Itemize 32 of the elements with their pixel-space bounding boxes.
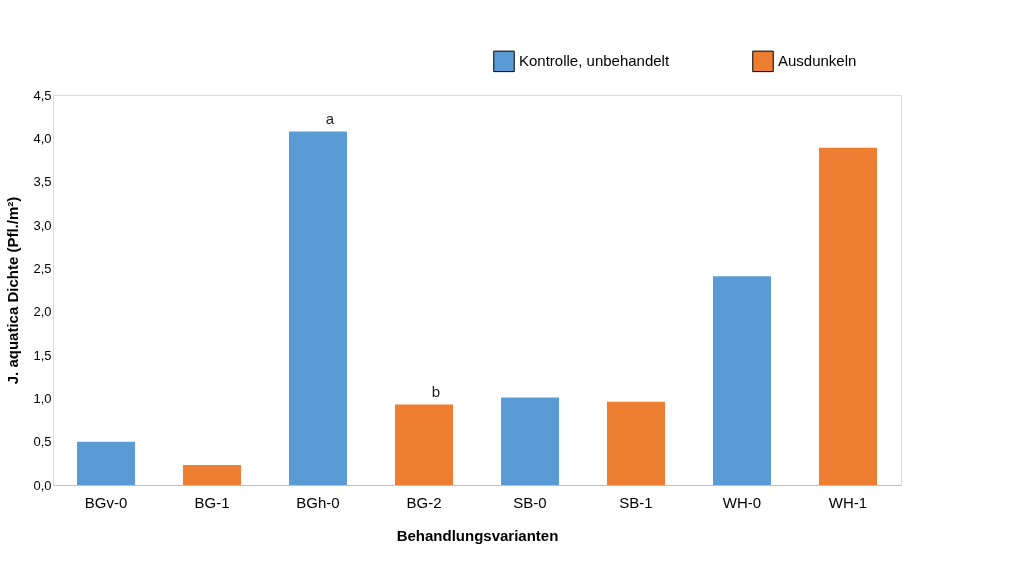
- x-tick-label: SB-1: [619, 493, 653, 511]
- bar: [77, 441, 135, 485]
- legend-label: Kontrolle, unbehandelt: [519, 52, 670, 70]
- bar: [501, 397, 559, 485]
- y-tick-label: 1,5: [33, 347, 52, 363]
- y-tick-label: 3,0: [33, 217, 52, 233]
- x-tick-label: BGh-0: [296, 493, 340, 511]
- bar: [819, 147, 877, 485]
- y-tick-label: 4,0: [33, 130, 52, 146]
- y-tick-label: 4,5: [33, 87, 52, 103]
- x-axis-title: Behandlungsvarianten: [396, 526, 559, 544]
- legend-label: Ausdunkeln: [778, 52, 857, 70]
- bar: [183, 465, 241, 485]
- y-tick-label: 2,5: [33, 260, 52, 276]
- x-tick-label: BGv-0: [84, 493, 128, 511]
- x-tick-label: BG-2: [406, 493, 442, 511]
- y-tick-label: 0,5: [33, 434, 52, 450]
- bar: [395, 404, 453, 485]
- bar: [607, 401, 665, 485]
- y-tick-label: 0,0: [33, 477, 52, 493]
- bar: [713, 276, 771, 485]
- x-tick-label: SB-0: [513, 493, 547, 511]
- x-tick-label: WH-1: [828, 493, 868, 511]
- x-tick-label: WH-0: [722, 493, 762, 511]
- bar: [289, 131, 347, 485]
- annotation: a: [325, 110, 335, 128]
- y-tick-label: 2,0: [33, 304, 52, 320]
- x-tick-label: BG-1: [194, 493, 230, 511]
- y-tick-label: 3,5: [33, 174, 52, 190]
- annotation: b: [431, 383, 441, 401]
- y-axis-title: J. aquatica Dichte (Pfl./m²): [4, 196, 22, 385]
- y-tick-label: 1,0: [33, 390, 52, 406]
